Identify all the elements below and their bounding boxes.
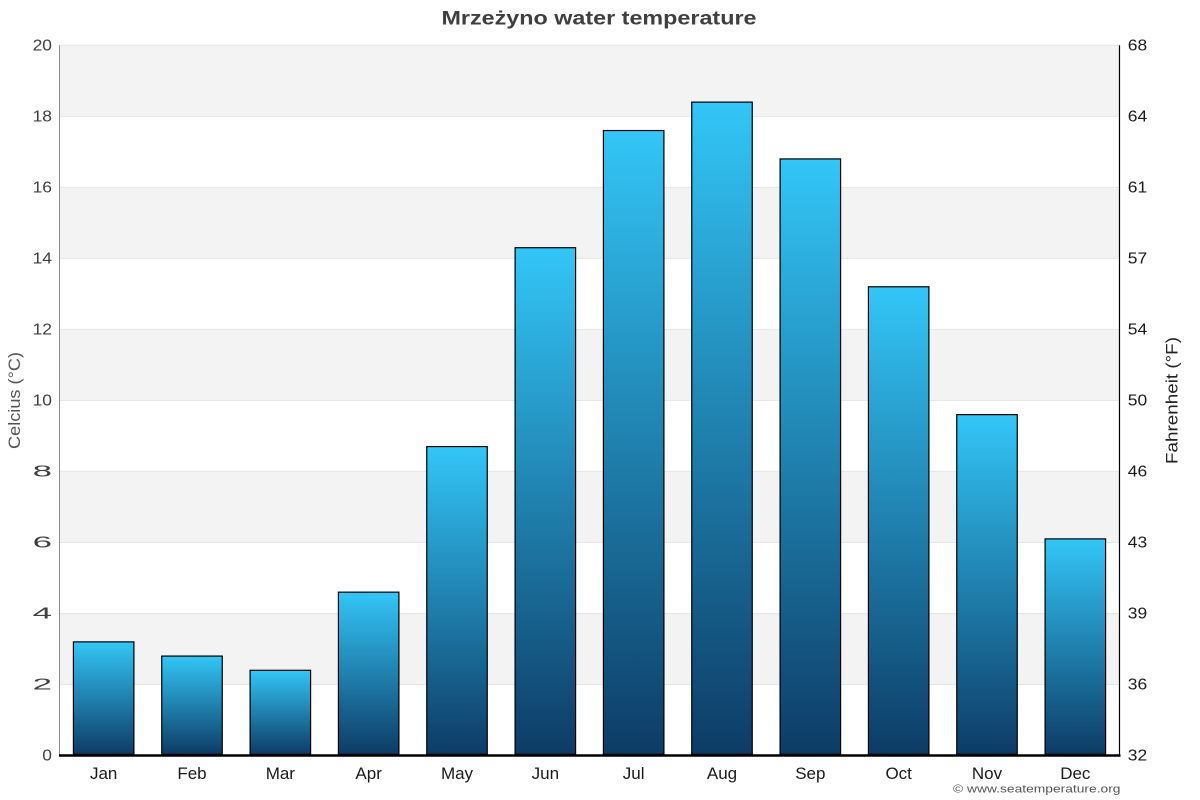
svg-text:Celcius (°C): Celcius (°C) bbox=[5, 352, 24, 449]
svg-text:Feb: Feb bbox=[177, 764, 206, 783]
svg-text:6: 6 bbox=[33, 534, 53, 551]
svg-text:36: 36 bbox=[1128, 676, 1148, 693]
svg-text:39: 39 bbox=[1128, 605, 1148, 622]
svg-text:0: 0 bbox=[42, 748, 52, 765]
svg-text:Jul: Jul bbox=[623, 764, 645, 783]
svg-text:Fahrenheit (°F): Fahrenheit (°F) bbox=[1162, 337, 1181, 464]
svg-text:Jan: Jan bbox=[90, 764, 117, 783]
svg-text:Jun: Jun bbox=[532, 764, 559, 783]
svg-text:61: 61 bbox=[1128, 179, 1148, 196]
svg-text:14: 14 bbox=[33, 250, 53, 267]
svg-text:Nov: Nov bbox=[972, 764, 1003, 783]
svg-text:8: 8 bbox=[33, 463, 53, 480]
svg-text:Mar: Mar bbox=[266, 764, 296, 783]
svg-text:68: 68 bbox=[1128, 37, 1148, 54]
svg-text:Apr: Apr bbox=[355, 764, 382, 783]
svg-text:32: 32 bbox=[1128, 748, 1147, 765]
svg-text:Dec: Dec bbox=[1060, 764, 1091, 783]
svg-text:50: 50 bbox=[1128, 392, 1148, 409]
svg-text:12: 12 bbox=[33, 321, 52, 338]
svg-text:2: 2 bbox=[33, 676, 52, 693]
svg-text:Oct: Oct bbox=[885, 764, 912, 783]
svg-text:10: 10 bbox=[33, 392, 53, 409]
svg-text:May: May bbox=[441, 764, 474, 783]
svg-text:57: 57 bbox=[1128, 250, 1147, 267]
svg-text:46: 46 bbox=[1128, 463, 1148, 480]
svg-text:Sep: Sep bbox=[795, 764, 825, 783]
svg-text:© www.seatemperature.org: © www.seatemperature.org bbox=[953, 783, 1121, 795]
svg-text:Aug: Aug bbox=[707, 764, 737, 783]
svg-text:54: 54 bbox=[1128, 321, 1148, 338]
svg-text:Mrzeżyno water temperature: Mrzeżyno water temperature bbox=[442, 7, 757, 29]
svg-text:64: 64 bbox=[1128, 108, 1148, 125]
svg-text:4: 4 bbox=[33, 605, 53, 622]
svg-text:43: 43 bbox=[1128, 534, 1148, 551]
svg-text:18: 18 bbox=[33, 108, 53, 125]
svg-text:16: 16 bbox=[33, 179, 53, 196]
svg-text:20: 20 bbox=[33, 37, 53, 54]
